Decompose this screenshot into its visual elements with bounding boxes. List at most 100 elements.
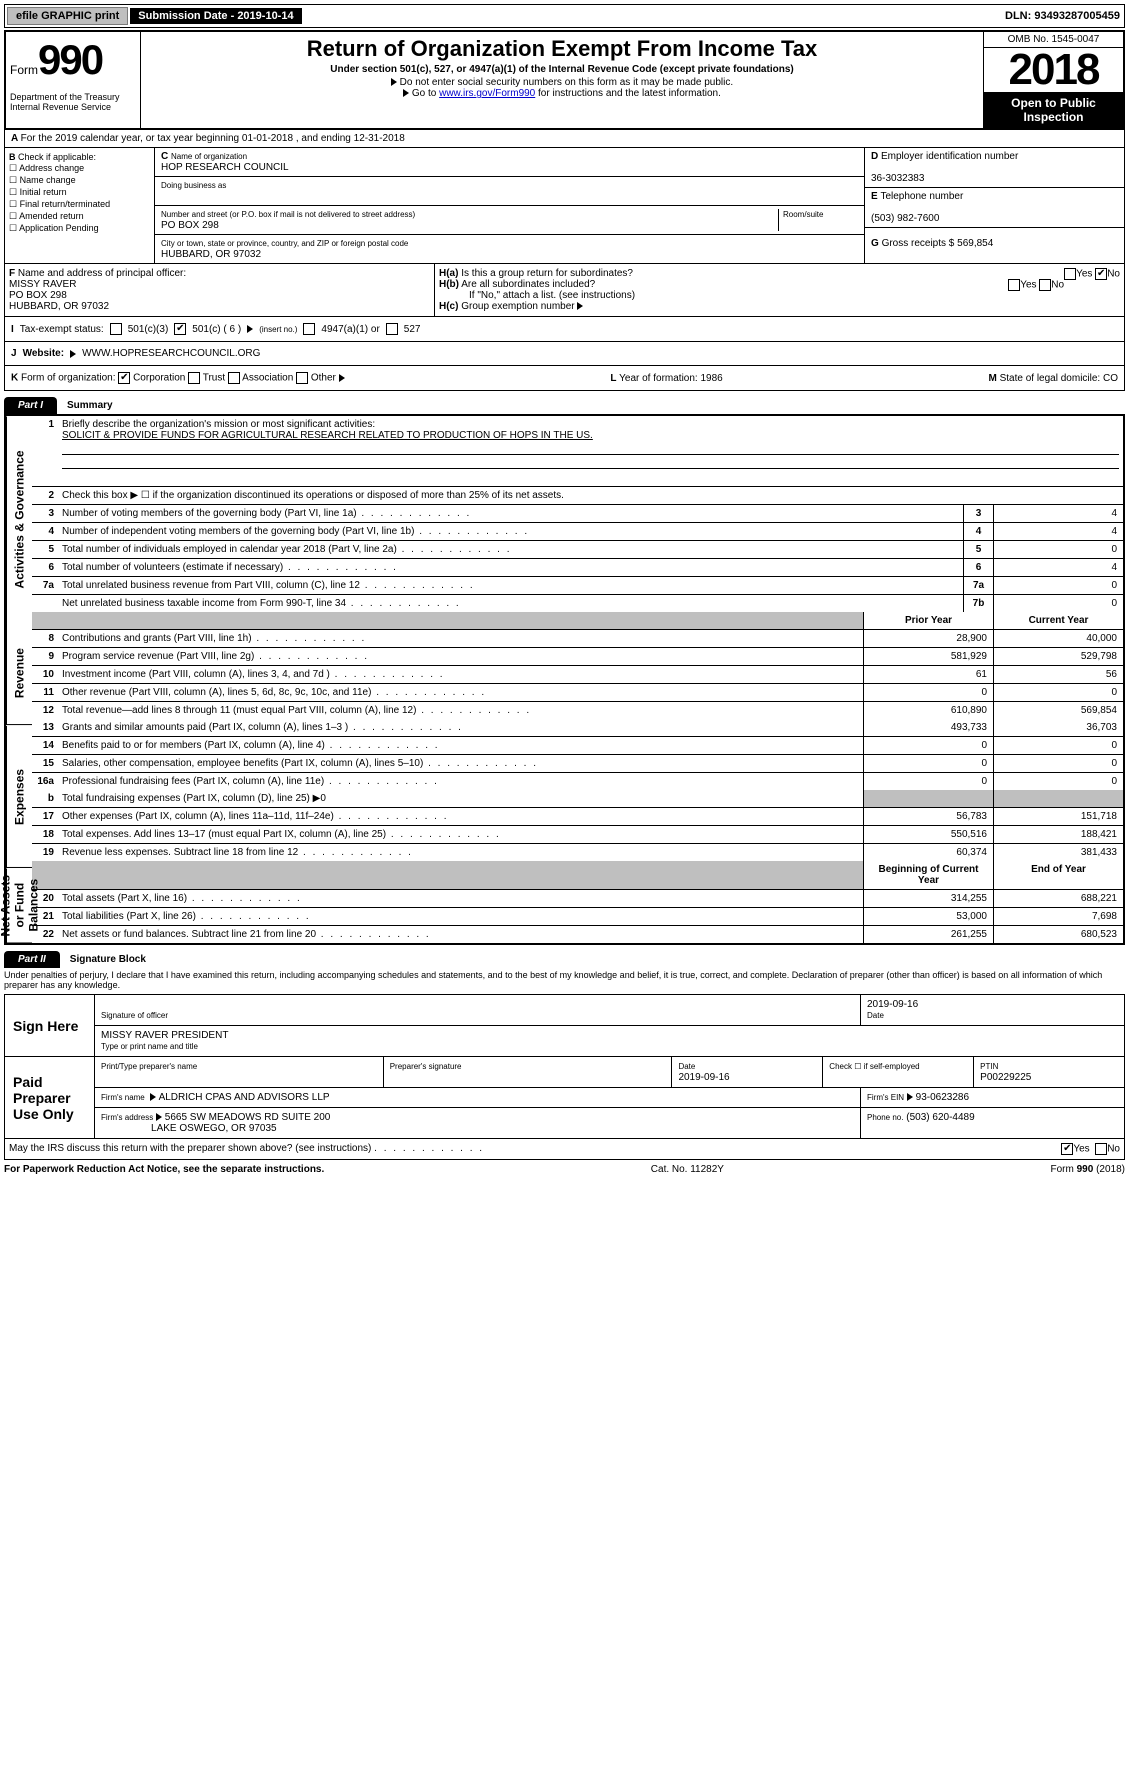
note-goto-pre: Go to xyxy=(412,88,439,99)
ein-label: Employer identification number xyxy=(881,151,1018,162)
ein-value: 36-3032383 xyxy=(871,173,924,184)
table-row: 18Total expenses. Add lines 13–17 (must … xyxy=(32,826,1123,844)
discuss-yes[interactable]: Yes xyxy=(1073,1144,1089,1155)
form-title: Return of Organization Exempt From Incom… xyxy=(145,36,979,62)
opt-final-return[interactable]: Final return/terminated xyxy=(20,199,111,209)
opt-trust[interactable]: Trust xyxy=(203,373,225,384)
form-number: 990 xyxy=(38,36,102,84)
opt-address-change[interactable]: Address change xyxy=(19,163,84,173)
tax-exempt-row: I Tax-exempt status: 501(c)(3) ✔ 501(c) … xyxy=(4,317,1125,342)
sig-officer-label: Signature of officer xyxy=(101,1011,168,1020)
opt-name-change[interactable]: Name change xyxy=(20,175,76,185)
page-footer: For Paperwork Reduction Act Notice, see … xyxy=(4,1160,1125,1179)
opt-4947[interactable]: 4947(a)(1) or xyxy=(321,324,379,335)
col-prior: Prior Year xyxy=(863,612,993,629)
domicile: CO xyxy=(1103,373,1118,384)
side-revenue: Revenue xyxy=(6,623,32,725)
opt-527[interactable]: 527 xyxy=(404,324,421,335)
officer-addr1: PO BOX 298 xyxy=(9,290,67,301)
opt-corp[interactable]: Corporation xyxy=(133,373,185,384)
table-row: 7aTotal unrelated business revenue from … xyxy=(32,577,1123,595)
gross-receipts: 569,854 xyxy=(957,238,993,249)
paperwork-notice: For Paperwork Reduction Act Notice, see … xyxy=(4,1164,324,1175)
irs-link[interactable]: www.irs.gov/Form990 xyxy=(439,88,535,99)
opt-other[interactable]: Other xyxy=(311,373,336,384)
col-begin: Beginning of Current Year xyxy=(863,861,993,889)
part1-title: Summary xyxy=(67,400,113,411)
phone-value: (503) 982-7600 xyxy=(871,213,939,224)
form-of-org-row: K Form of organization: ✔ Corporation Tr… xyxy=(4,366,1125,391)
preparer-date: 2019-09-16 xyxy=(678,1072,729,1083)
part1-header: Part I Summary xyxy=(4,397,1125,414)
opt-501c3[interactable]: 501(c)(3) xyxy=(128,324,169,335)
opt-501c[interactable]: 501(c) ( 6 ) xyxy=(192,324,241,335)
website-value: WWW.HOPRESEARCHCOUNCIL.ORG xyxy=(82,348,260,359)
org-info-block: B Check if applicable: ☐ Address change … xyxy=(4,148,1125,264)
gross-label: Gross receipts $ xyxy=(882,238,955,249)
ptin: P00229225 xyxy=(980,1072,1031,1083)
opt-application-pending[interactable]: Application Pending xyxy=(19,223,99,233)
self-employed-check[interactable]: Check ☐ if self-employed xyxy=(829,1062,919,1071)
org-address: PO BOX 298 xyxy=(161,220,219,231)
submission-date: Submission Date - 2019-10-14 xyxy=(130,8,301,24)
opt-amended[interactable]: Amended return xyxy=(19,211,84,221)
table-row: 10Investment income (Part VIII, column (… xyxy=(32,666,1123,684)
org-name: HOP RESEARCH COUNCIL xyxy=(161,162,289,173)
table-row: 4Number of independent voting members of… xyxy=(32,523,1123,541)
mission-label: Briefly describe the organization's miss… xyxy=(62,419,375,430)
table-row: 17Other expenses (Part IX, column (A), l… xyxy=(32,808,1123,826)
phone-label: Telephone number xyxy=(880,191,963,202)
table-row: 3Number of voting members of the governi… xyxy=(32,505,1123,523)
year-formation-label: Year of formation: xyxy=(619,373,698,384)
addr-label: Number and street (or P.O. box if mail i… xyxy=(161,210,415,219)
side-governance: Activities & Governance xyxy=(6,416,32,623)
subordinates-note: If "No," attach a list. (see instruction… xyxy=(439,290,1120,301)
discuss-row: May the IRS discuss this return with the… xyxy=(4,1139,1125,1160)
note-privacy: Do not enter social security numbers on … xyxy=(400,77,733,88)
firm-phone: (503) 620-4489 xyxy=(906,1112,974,1123)
group-return-q: Is this a group return for subordinates? xyxy=(461,268,633,279)
org-city: HUBBARD, OR 97032 xyxy=(161,249,261,260)
opt-assoc[interactable]: Association xyxy=(242,373,293,384)
line-a-tax-year: A For the 2019 calendar year, or tax yea… xyxy=(4,130,1125,148)
discuss-no[interactable]: No xyxy=(1107,1144,1120,1155)
line-b-desc: Total fundraising expenses (Part IX, col… xyxy=(58,790,863,807)
topbar: efile GRAPHIC print Submission Date - 20… xyxy=(4,4,1125,28)
firm-addr1: 5665 SW MEADOWS RD SUITE 200 xyxy=(165,1112,331,1123)
table-row: 5Total number of individuals employed in… xyxy=(32,541,1123,559)
part2-header: Part II Signature Block xyxy=(4,951,1125,968)
firm-name: ALDRICH CPAS AND ADVISORS LLP xyxy=(159,1092,330,1103)
table-row: Net unrelated business taxable income fr… xyxy=(32,595,1123,612)
website-label: Website: xyxy=(23,348,65,359)
city-label: City or town, state or province, country… xyxy=(161,239,408,248)
sig-date: 2019-09-16 xyxy=(867,999,918,1010)
paid-preparer-label: Paid Preparer Use Only xyxy=(5,1057,95,1138)
discontinued-check: Check this box ▶ ☐ if the organization d… xyxy=(58,487,1123,504)
subordinates-q: Are all subordinates included? xyxy=(461,279,595,290)
cat-number: Cat. No. 11282Y xyxy=(651,1164,724,1175)
officer-name: MISSY RAVER xyxy=(9,279,76,290)
table-row: 9Program service revenue (Part VIII, lin… xyxy=(32,648,1123,666)
table-row: 16aProfessional fundraising fees (Part I… xyxy=(32,773,1123,790)
signature-block: Sign Here Signature of officer 2019-09-1… xyxy=(4,994,1125,1139)
form-header: Form 990 Department of the Treasury Inte… xyxy=(4,30,1125,130)
year-formation: 1986 xyxy=(700,373,722,384)
efile-print-button[interactable]: efile GRAPHIC print xyxy=(7,7,128,25)
sign-here-label: Sign Here xyxy=(5,995,95,1056)
officer-label: Name and address of principal officer: xyxy=(18,268,186,279)
department: Department of the Treasury Internal Reve… xyxy=(10,92,136,112)
officer-printed-name: MISSY RAVER PRESIDENT xyxy=(101,1030,228,1041)
side-net: Net Assets or Fund Balances xyxy=(6,868,32,943)
table-row: 14Benefits paid to or for members (Part … xyxy=(32,737,1123,755)
room-label: Room/suite xyxy=(783,210,823,219)
table-row: 15Salaries, other compensation, employee… xyxy=(32,755,1123,773)
col-end: End of Year xyxy=(993,861,1123,889)
table-row: 22Net assets or fund balances. Subtract … xyxy=(32,926,1123,943)
table-row: 12Total revenue—add lines 8 through 11 (… xyxy=(32,702,1123,719)
opt-initial-return[interactable]: Initial return xyxy=(20,187,67,197)
firm-ein: 93-0623286 xyxy=(916,1092,969,1103)
line-b-num: b xyxy=(32,790,58,807)
group-exemption-label: Group exemption number xyxy=(461,301,574,312)
part2-title: Signature Block xyxy=(70,954,146,965)
org-name-label: Name of organization xyxy=(171,152,247,161)
